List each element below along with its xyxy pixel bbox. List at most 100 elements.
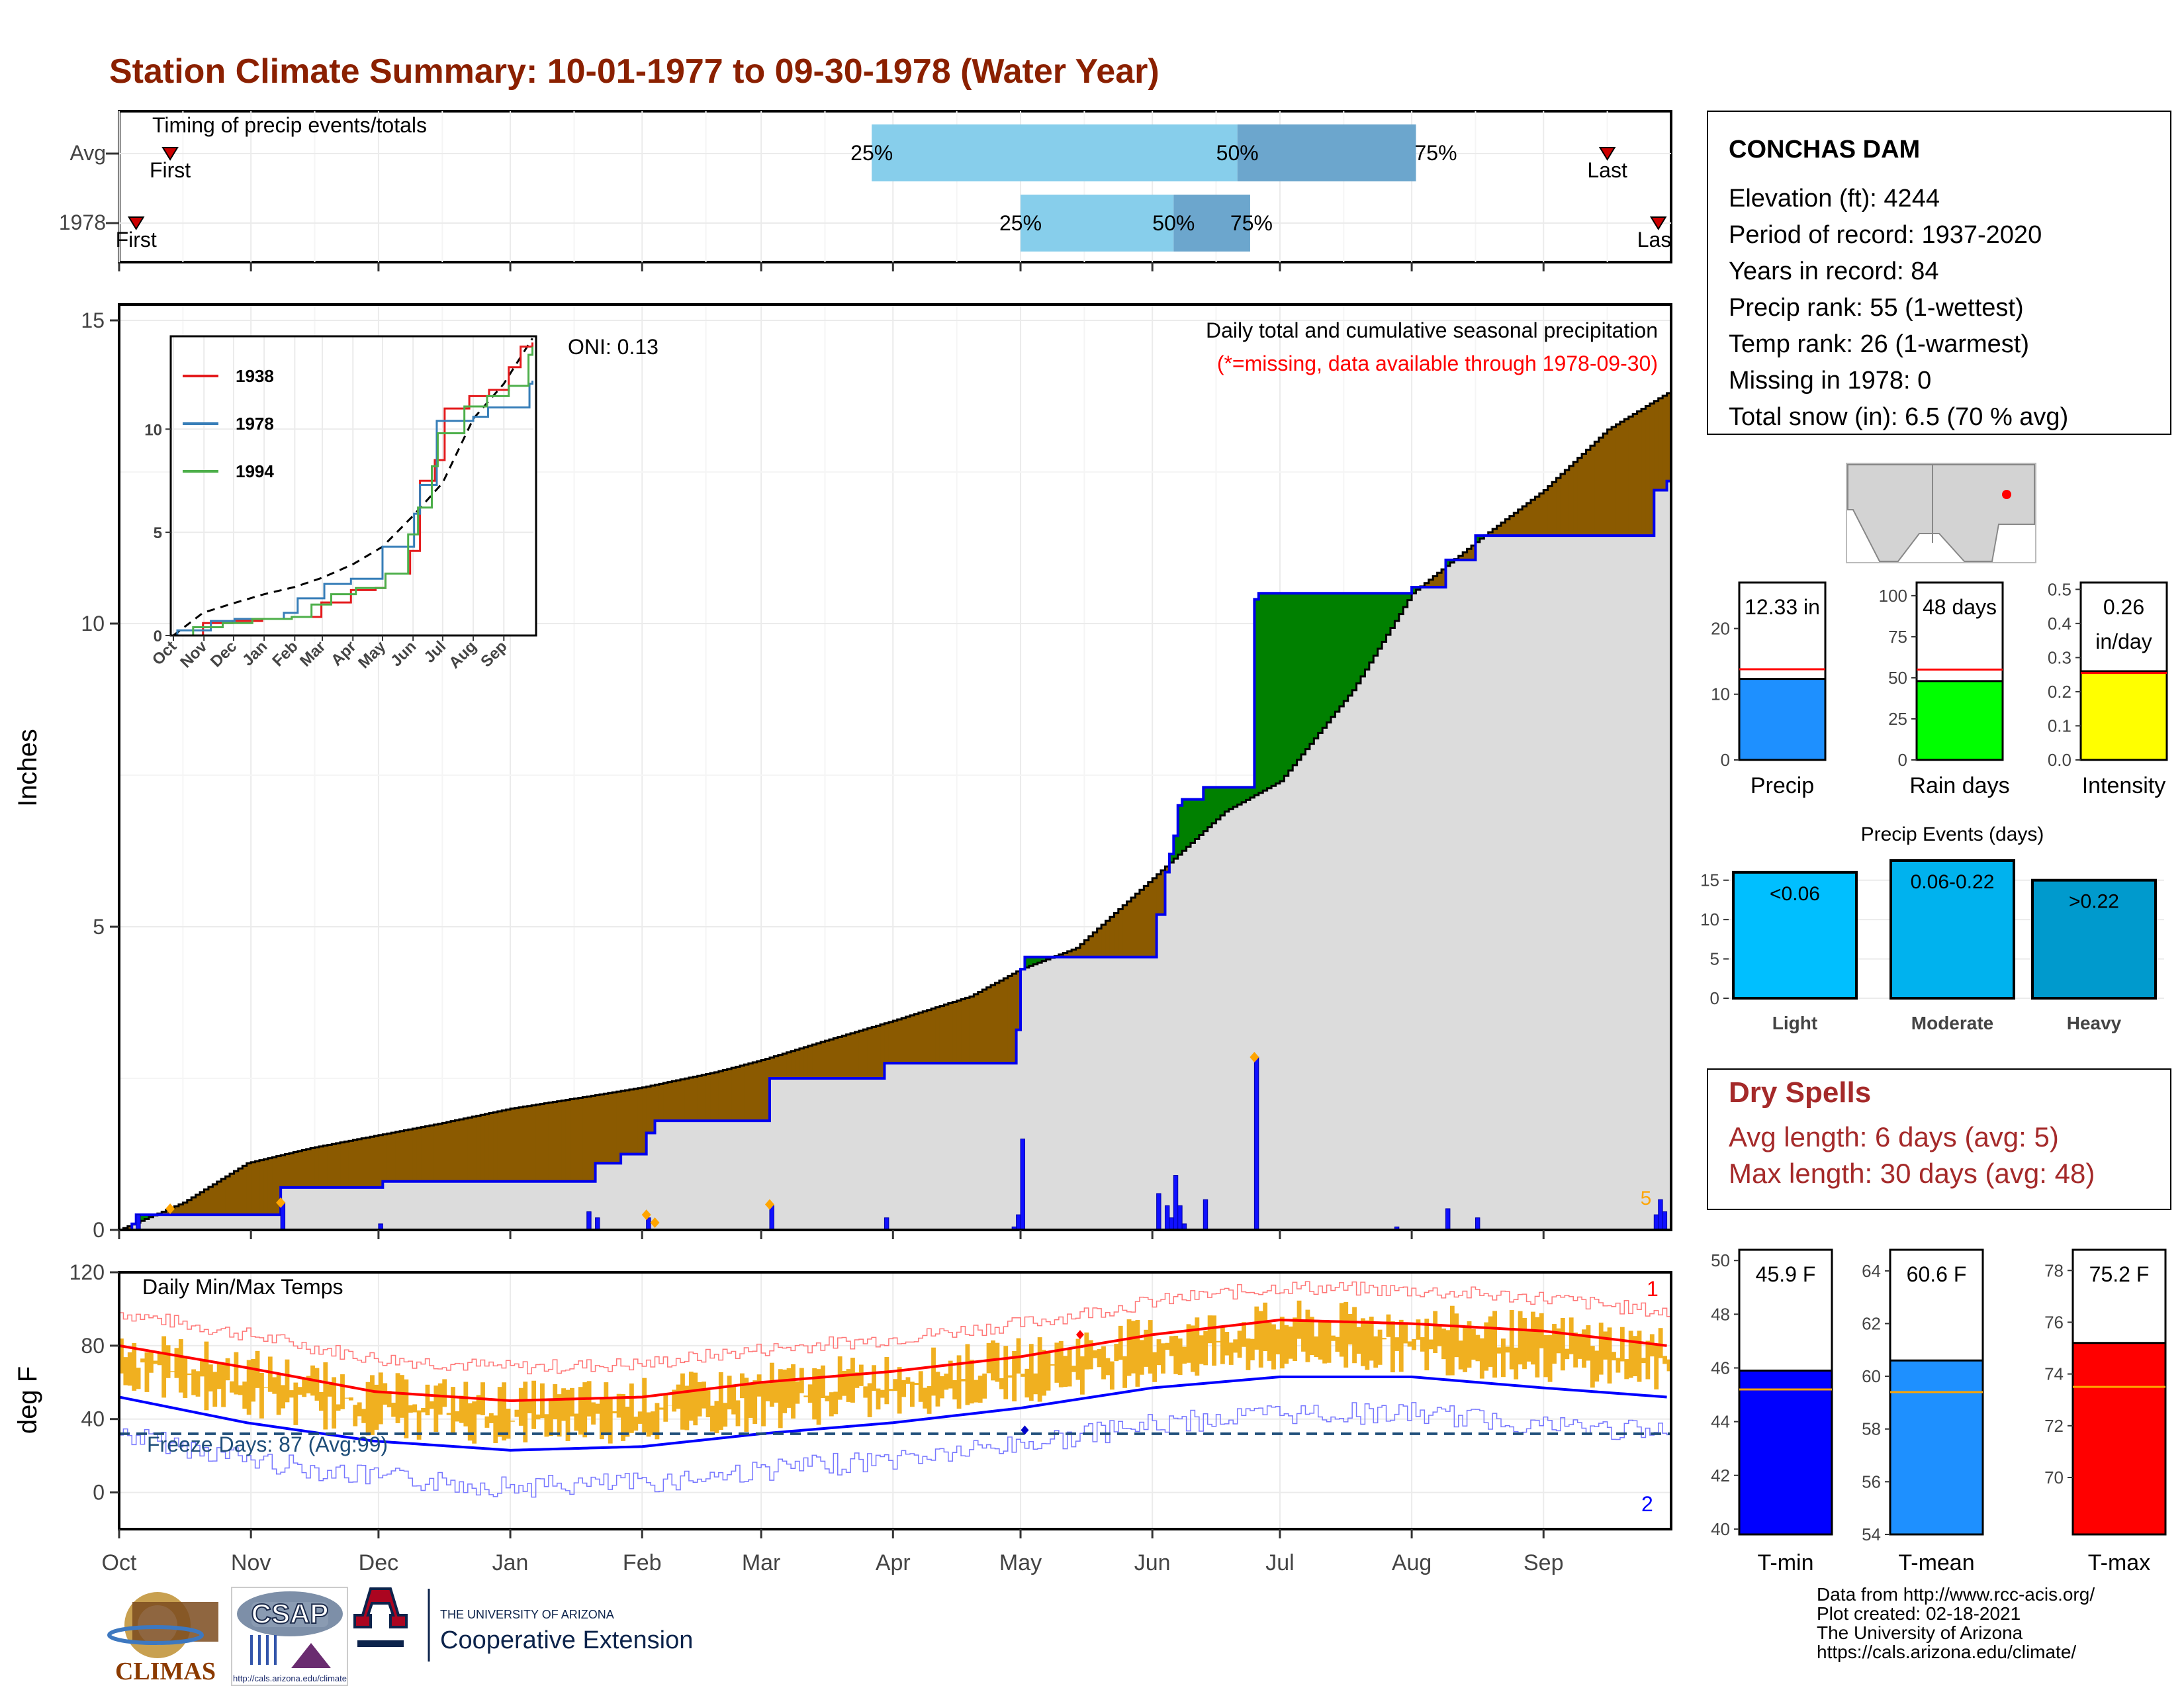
- daily-temp-bar: [867, 1383, 872, 1417]
- station-line: Years in record: 84: [1729, 258, 1939, 285]
- daily-temp-bar: [1535, 1317, 1540, 1378]
- timing-title: Timing of precip events/totals: [152, 113, 427, 137]
- daily-temp-bar: [1352, 1307, 1357, 1364]
- deficit-area: [1526, 503, 1531, 536]
- temp-ytick-label: 40: [81, 1407, 105, 1431]
- daily-temp-bar: [1471, 1329, 1476, 1360]
- daily-temp-bar: [837, 1356, 842, 1400]
- daily-temp-bar: [276, 1375, 281, 1415]
- surplus-area: [1279, 593, 1285, 782]
- daily-temp-bar: [1301, 1320, 1306, 1352]
- daily-temp-bar: [888, 1389, 893, 1391]
- daily-precip-bar: [1177, 1205, 1183, 1231]
- daily-temp-bar: [663, 1393, 668, 1422]
- ua-logo: THE UNIVERSITY OF ARIZONA Cooperative Ex…: [353, 1587, 693, 1662]
- deficit-area: [259, 1160, 265, 1215]
- deficit-area: [212, 1184, 218, 1215]
- deficit-area: [484, 1113, 490, 1182]
- daily-temp-bar: [714, 1401, 719, 1434]
- daily-temp-bar: [999, 1378, 1004, 1389]
- deficit-area: [651, 1086, 656, 1133]
- timing-row-label-year: 1978: [59, 211, 106, 234]
- daily-temp-bar: [1186, 1324, 1191, 1363]
- daily-temp-bar: [705, 1390, 711, 1417]
- deficit-area: [876, 1025, 881, 1078]
- daily-temp-bar: [195, 1371, 201, 1397]
- daily-temp-bar: [488, 1413, 494, 1423]
- deficit-area: [744, 1064, 749, 1121]
- surplus-area: [1207, 787, 1212, 827]
- deficit-area: [523, 1106, 528, 1182]
- daily-temp-bar: [1042, 1350, 1046, 1396]
- daily-temp-bar: [1420, 1337, 1425, 1352]
- deficit-area: [1441, 569, 1447, 588]
- daily-temp-bar: [1118, 1325, 1123, 1360]
- events-title: Precip Events (days): [1861, 823, 2044, 845]
- temp-bar-ytick-label: 54: [1862, 1524, 1881, 1544]
- deficit-area: [582, 1097, 588, 1182]
- daily-temp-bar: [267, 1356, 273, 1392]
- daily-temp-bar: [1403, 1322, 1408, 1344]
- month-label: Nov: [231, 1550, 271, 1575]
- deficit-area: [242, 1166, 248, 1215]
- deficit-area: [527, 1105, 532, 1182]
- daily-temp-bar: [548, 1399, 553, 1436]
- daily-temp-bar: [544, 1414, 549, 1437]
- deficit-area: [1003, 978, 1009, 1064]
- deficit-area: [1539, 493, 1544, 536]
- deficit-area: [956, 1000, 962, 1064]
- daily-temp-bar: [765, 1383, 770, 1401]
- daily-temp-bar: [1569, 1317, 1574, 1354]
- daily-temp-bar: [459, 1395, 464, 1423]
- surplus-area: [1373, 593, 1379, 656]
- daily-temp-bar: [467, 1403, 473, 1441]
- daily-temp-bar: [876, 1388, 881, 1410]
- surplus-area: [1228, 787, 1234, 810]
- surplus-area: [1377, 593, 1383, 649]
- daily-temp-bar: [752, 1380, 758, 1425]
- daily-temp-bar: [412, 1404, 418, 1413]
- deficit-area: [272, 1157, 277, 1215]
- timing-year-q75-label: 75%: [1230, 211, 1273, 235]
- mini-ytick-label: 0.0: [2048, 750, 2071, 770]
- deficit-area: [340, 1142, 345, 1188]
- mini-ytick-label: 25: [1888, 709, 1907, 729]
- daily-temp-bar: [1463, 1327, 1468, 1372]
- daily-temp-bar: [1590, 1346, 1595, 1388]
- deficit-area: [1619, 422, 1625, 536]
- temp-bar-category: T-max: [2088, 1550, 2150, 1575]
- daily-temp-bar: [604, 1382, 609, 1436]
- deficit-area: [1603, 433, 1608, 536]
- deficit-area: [702, 1074, 707, 1121]
- daily-temp-bar: [1114, 1344, 1119, 1362]
- mini-ytick-label: 0: [1721, 750, 1730, 770]
- daily-temp-bar: [595, 1403, 600, 1414]
- daily-temp-bar: [1641, 1358, 1646, 1364]
- daily-temp-bar: [1658, 1328, 1663, 1358]
- surplus-area: [1173, 835, 1179, 859]
- temp-panel: 0 40 80 120 Oct Nov Dec Jan Feb Mar Apr May Jun Jul A…: [13, 1260, 1672, 1575]
- daily-temp-bar: [1216, 1340, 1221, 1342]
- deficit-area: [999, 980, 1004, 1064]
- daily-temp-bar: [1433, 1311, 1438, 1354]
- deficit-area: [1488, 532, 1493, 536]
- daily-precip-bar: [1253, 1056, 1259, 1231]
- mini-ytick-label: 50: [1888, 668, 1907, 688]
- daily-temp-bar: [1518, 1311, 1523, 1365]
- daily-temp-bar: [1649, 1334, 1655, 1357]
- surplus-area: [144, 1215, 150, 1219]
- temp-ytick-label: 0: [93, 1481, 105, 1505]
- daily-temp-bar: [807, 1384, 813, 1403]
- daily-temp-bar: [370, 1375, 375, 1435]
- temp-xaxis: Oct Nov Dec Jan Feb Mar Apr May Jun Jul Aug Sep: [102, 1529, 1564, 1575]
- surplus-area: [1024, 957, 1030, 968]
- daily-temp-bar: [200, 1359, 205, 1377]
- daily-temp-bar: [216, 1363, 222, 1389]
- daily-temp-bar: [1467, 1321, 1472, 1368]
- daily-temp-bar: [437, 1383, 443, 1415]
- daily-temp-bar: [285, 1359, 290, 1403]
- dry-spells-box: Dry Spells Avg length: 6 days (avg: 5) M…: [1707, 1068, 2171, 1210]
- deficit-area: [1424, 583, 1430, 588]
- temp-bar-ytick-label: 62: [1862, 1313, 1881, 1333]
- daily-temp-bar: [1093, 1350, 1098, 1358]
